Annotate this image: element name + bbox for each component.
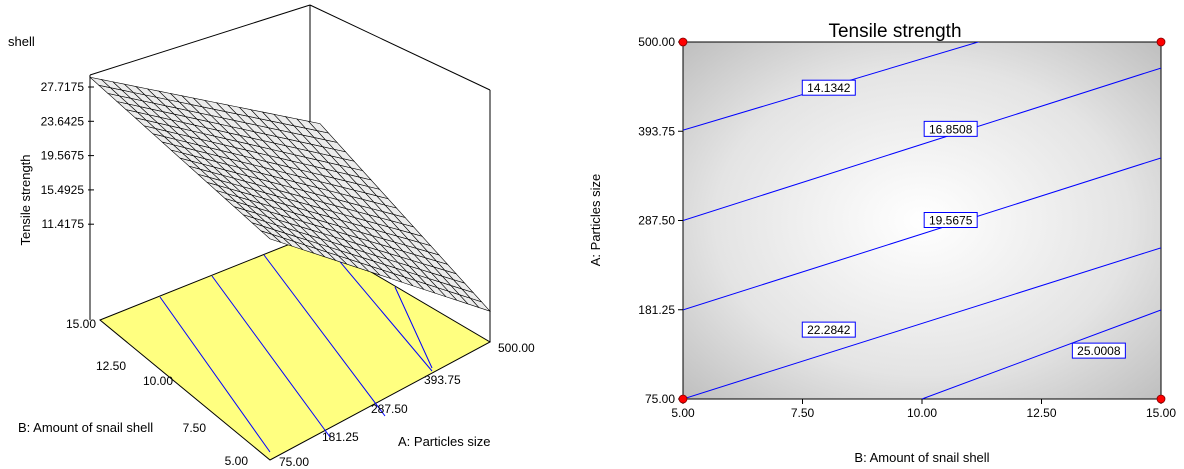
contour-label-box [801, 79, 856, 96]
design-point [678, 37, 688, 47]
b-tick-label: 10.00 [143, 374, 173, 388]
b-tick-label: 5.00 [225, 454, 249, 468]
contour-y-tick-label: 287.50 [638, 214, 675, 228]
contour-x-tick-label: 10.00 [907, 406, 937, 420]
contour-title: Tensile strength [828, 21, 961, 42]
z-tick-label: 19.5675 [41, 149, 85, 163]
contour-label: 16.8508 [929, 122, 973, 136]
box-edge [309, 4, 491, 91]
a-axis-ticks: 75.00 181.25 287.50 393.75 500.00 [279, 341, 535, 469]
floor-contour-line [263, 254, 386, 417]
contour-label: 19.5675 [929, 214, 973, 228]
floor-contour-line [159, 296, 271, 453]
contour-label-box [923, 212, 978, 228]
a-tick-label: 500.00 [498, 341, 535, 355]
z-tick-label: 11.4175 [42, 217, 85, 231]
contour-y-ticks: 75.00 181.25 287.50 393.75 500.00 [638, 35, 683, 406]
contour-x-tick-label: 12.50 [1026, 406, 1056, 420]
design-points [678, 37, 1166, 404]
a-tick-label: 287.50 [371, 402, 408, 416]
contour-x-axis-label: B: Amount of snail shell [854, 450, 989, 465]
z-tick-label: 15.4925 [41, 183, 85, 197]
a-axis-label: A: Particles size [398, 434, 490, 449]
contour-label-box [923, 120, 978, 137]
surface-plot-3d: shell 27.7175 23.6425 19.5675 15.4925 11.417… [8, 4, 535, 469]
contour-lines [683, 42, 1161, 399]
floor-contour-line [394, 286, 433, 369]
surface-partial-title: shell [8, 34, 35, 49]
b-axis-ticks: 15.00 12.50 10.00 7.50 5.00 [66, 317, 248, 468]
floor-contour-line [211, 275, 331, 438]
contour-line [921, 309, 1161, 399]
design-point [1156, 37, 1166, 47]
surface-mesh [88, 76, 491, 312]
design-point [1156, 394, 1166, 404]
z-axis-label: Tensile strength [18, 154, 33, 245]
contour-y-tick-label: 181.25 [638, 303, 675, 317]
contour-label: 25.0008 [1077, 344, 1121, 358]
contour-line [683, 247, 1161, 399]
b-axis-label: B: Amount of snail shell [18, 420, 153, 435]
b-tick-label: 7.50 [183, 421, 207, 435]
contour-y-tick-label: 393.75 [638, 124, 675, 138]
contour-label: 14.1342 [807, 81, 851, 95]
contour-label: 22.2842 [807, 323, 851, 337]
contour-line [683, 42, 980, 131]
a-tick-label: 181.25 [322, 430, 359, 444]
contour-labels: 14.1342 16.8508 19.5675 22.2842 25.0008 [801, 79, 1126, 359]
design-point [678, 394, 688, 404]
a-tick-label: 393.75 [424, 373, 461, 387]
contour-line [683, 157, 1161, 311]
mesh-cell [307, 120, 330, 134]
z-axis-ticks: 27.7175 23.6425 19.5675 15.4925 11.4175 [41, 80, 94, 231]
contour-label-box [1071, 342, 1126, 359]
contour-y-tick-label: 500.00 [638, 35, 675, 49]
contour-x-tick-label: 7.50 [791, 406, 815, 420]
contour-x-tick-label: 15.00 [1146, 406, 1176, 420]
contour-line [683, 67, 1161, 221]
contour-x-tick-label: 5.00 [671, 406, 695, 420]
box-edge [89, 4, 311, 76]
a-tick-label: 75.00 [279, 455, 309, 469]
z-tick-label: 27.7175 [41, 80, 85, 94]
contour-label-box [801, 321, 856, 338]
contour-plot: Tensile strength 5.00 7.50 10.00 12.50 15.00… [588, 21, 1176, 465]
contour-y-tick-label: 75.00 [645, 392, 675, 406]
b-tick-label: 12.50 [96, 359, 126, 373]
z-tick-label: 23.6425 [41, 114, 85, 128]
contour-y-axis-label: A: Particles size [588, 174, 603, 266]
b-tick-label: 15.00 [66, 317, 96, 331]
contour-x-ticks: 5.00 7.50 10.00 12.50 15.00 [671, 399, 1176, 420]
